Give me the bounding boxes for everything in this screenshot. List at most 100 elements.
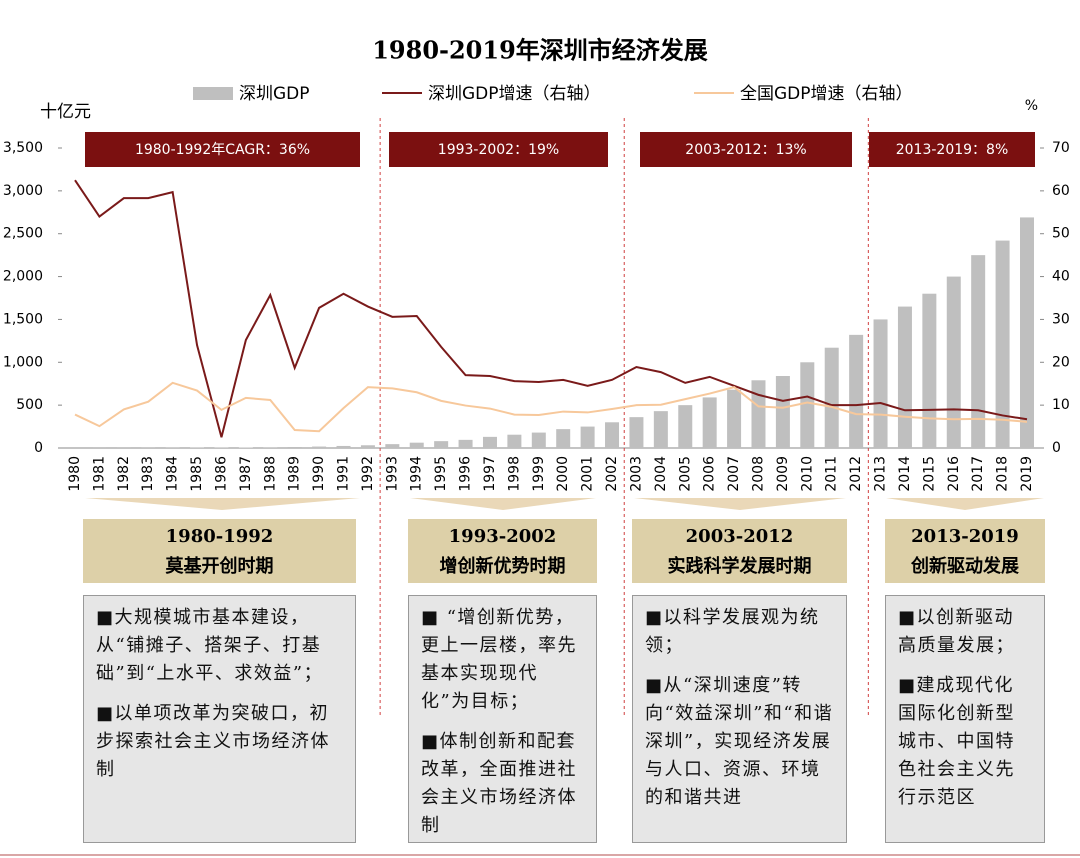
bar [482,436,497,448]
bar [751,380,766,448]
bar [263,447,278,448]
bar [946,276,961,448]
phase-item: ■大规模城市基本建设，从“铺摊子、搭架子、打基础”到“上水平、求效益”； [96,607,324,684]
phase-period: 1980-1992 [165,526,274,547]
bar [922,293,937,448]
phase-box: ■以科学发展观为统领； ■从“深圳速度”转向“效益深圳”和“和谐深圳”，实现经济发… [632,595,847,843]
phase-item: ■ “增创新优势，更上一层楼，率先基本实现现代化”为目标； [421,607,577,712]
x-tick-label: 1985 [189,456,205,492]
legend-label: 深圳GDP增速（右轴） [428,84,601,104]
bar [800,362,815,448]
arrow [886,498,1044,510]
y2-tick-label: 30 [1052,311,1070,327]
x-tick-label: 2008 [750,456,766,492]
y2-tick-label: 0 [1052,440,1061,456]
x-tick-label: 1987 [238,456,254,492]
x-tick-label: 2000 [555,456,571,492]
bar [897,306,912,448]
phase-item: ■以科学发展观为统领； [645,607,820,656]
x-tick-label: 2012 [848,456,864,492]
bar [727,389,742,448]
phase-name: 莫基开创时期 [165,556,274,577]
annotation: 1993-2002：19% [438,142,559,158]
x-tick-label: 2007 [726,456,742,492]
x-tick-label: 1996 [458,456,474,492]
bar [580,426,595,448]
x-tick-label: 1990 [311,456,327,492]
x-tick-label: 1981 [91,456,107,492]
y-tick-label: 1,500 [3,311,43,327]
phase-name: 增创新优势时期 [439,556,566,577]
phase-item: ■以创新驱动高质量发展； [898,607,1015,656]
y-tick-label: 2,000 [3,269,43,285]
annotation-box [85,132,360,167]
bar [556,429,571,448]
arrow [634,498,846,510]
y2-tick-label: 70 [1052,140,1070,156]
x-tick-label: 1982 [116,456,132,492]
x-tick-label: 1991 [336,456,352,492]
phase-item: ■体制创新和配套改革，全面推进社会主义市场经济体制 [421,731,577,836]
annotation-box [389,132,608,167]
bar [1020,217,1034,448]
y2-tick-label: 40 [1052,269,1070,285]
phase-item: ■从“深圳速度”转向“效益深圳”和“和谐深圳”，实现经济发展与人口、资源、环境的… [645,675,834,808]
bar [507,434,522,448]
phase-box: ■以创新驱动高质量发展； ■建成现代化国际化创新型城市、中国特色社会主义先行示范区 [885,595,1045,843]
phase-name: 创新驱动发展 [911,556,1019,577]
bar [458,439,473,448]
bar [678,405,693,448]
x-tick-label: 2004 [653,456,669,492]
x-tick-label: 1986 [213,456,229,492]
chart-title: 1980-2019年深圳市经济发展 [372,36,708,65]
x-tick-label: 2010 [799,456,815,492]
x-tick-label: 2013 [873,456,889,492]
bar [849,334,864,448]
x-tick-label: 1993 [384,456,400,492]
y-tick-label: 500 [16,397,43,413]
legend-label: 全国GDP增速（右轴） [740,84,913,104]
phase-header: 2003-2012 实践科学发展时期 [632,519,847,583]
y2-tick-label: 20 [1052,354,1070,370]
y2-tick-label: 60 [1052,183,1070,199]
annotation-box [640,132,852,167]
line [74,381,1028,433]
x-tick-label: 2017 [970,456,986,492]
x-tick-label: 1989 [287,456,303,492]
x-tick-label: 2019 [1019,456,1035,492]
bar [360,445,375,448]
x-tick-label: 1988 [262,456,278,492]
x-tick-label: 2015 [921,456,937,492]
bar [653,411,668,448]
y-tick-label: 2,500 [3,226,43,242]
phase-box: ■ “增创新优势，更上一层楼，率先基本实现现代化”为目标； ■体制创新和配套改革，… [408,595,597,843]
phase-period: 2013-2019 [911,526,1019,547]
x-tick-label: 2001 [580,456,596,492]
bar [531,432,546,448]
y-tick-label: 3,500 [3,140,43,156]
bar [385,444,400,448]
bar [702,397,717,448]
phase-item: ■建成现代化国际化创新型城市、中国特色社会主义先行示范区 [898,675,1015,808]
x-tick-label: 2005 [677,456,693,492]
bar [605,422,620,448]
annotation: 1980-1992年CAGR：36% [135,142,310,158]
x-tick-label: 1994 [409,456,425,492]
y-axis-label: 十亿元 [40,102,91,122]
bar [336,445,351,448]
x-tick-label: 2018 [995,456,1011,492]
x-tick-label: 2011 [824,456,840,492]
x-tick-label: 2006 [702,456,718,492]
y-tick-label: 0 [34,440,43,456]
bar [434,441,449,448]
phase-header: 1993-2002 增创新优势时期 [408,519,597,583]
phase-period: 1993-2002 [448,526,557,547]
y2-axis-label: % [1025,98,1038,114]
bar [971,255,986,448]
x-tick-label: 1997 [482,456,498,492]
y-tick-label: 3,000 [3,183,43,199]
bar [629,417,644,448]
annotation-box [869,132,1035,167]
